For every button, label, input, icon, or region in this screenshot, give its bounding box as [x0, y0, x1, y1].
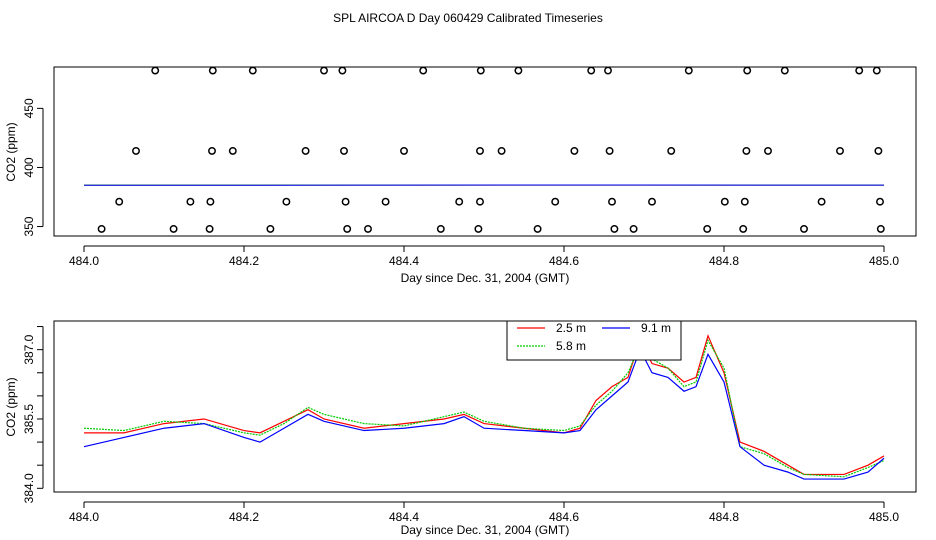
scatter-point — [497, 146, 506, 155]
scatter-point — [817, 197, 826, 206]
scatter-point — [742, 146, 751, 155]
series-line-5-8-m — [83, 338, 885, 478]
scatter-point — [381, 197, 390, 206]
scatter-point — [186, 197, 195, 206]
scatter-point — [400, 146, 408, 155]
x-tick-label: 484.8 — [709, 254, 739, 268]
scatter-point — [338, 66, 347, 75]
scatter-point — [514, 66, 523, 75]
line-panel: 484.0 484.2 484.4 484.6 484.8 485.0 384.0 385.5… — [4, 320, 917, 537]
scatter-point — [132, 146, 140, 155]
scatter-point — [533, 224, 542, 233]
scatter-point — [610, 224, 619, 233]
scatter-point — [343, 224, 352, 233]
scatter-point — [874, 146, 883, 155]
scatter-point — [205, 224, 214, 233]
series-line-9-1-m — [83, 348, 885, 480]
x-tick-label: 484.0 — [69, 510, 99, 524]
y-tick-label: 384.0 — [22, 473, 36, 503]
scatter-point — [740, 197, 749, 206]
scatter-point — [419, 66, 428, 75]
scatter-point — [248, 66, 257, 75]
y-tick-label: 350 — [22, 216, 36, 236]
scatter-point — [836, 146, 844, 155]
scatter-point — [266, 224, 275, 233]
scatter-point — [587, 66, 596, 75]
scatter-point — [341, 197, 350, 206]
scatter-point — [608, 197, 616, 206]
scatter-point — [476, 146, 484, 155]
scatter-point — [876, 197, 884, 206]
legend-label-2-5m: 2.5 m — [556, 321, 586, 335]
scatter-point — [780, 66, 789, 75]
scatter-point — [340, 146, 348, 155]
legend-label-5-8m: 5.8 m — [556, 339, 586, 353]
x-tick-label: 484.4 — [389, 254, 419, 268]
scatter-point — [720, 197, 729, 206]
plot-frame-bottom — [53, 320, 917, 493]
legend-label-9-1m: 9.1 m — [641, 321, 671, 335]
scatter-point — [228, 146, 237, 155]
y-tick-label: 387.0 — [22, 334, 36, 364]
x-tick-label: 485.0 — [869, 254, 899, 268]
legend: 2.5 m 9.1 m 5.8 m — [506, 320, 682, 361]
scatter-point — [476, 66, 485, 75]
scatter-point — [855, 66, 864, 75]
scatter-point — [872, 66, 881, 75]
x-tick-label: 484.2 — [229, 510, 259, 524]
scatter-point — [703, 224, 712, 233]
y-axis-label-top: CO2 (ppm) — [4, 122, 18, 181]
scatter-point — [570, 146, 579, 155]
x-tick-label: 485.0 — [869, 510, 899, 524]
plot-frame-top — [53, 66, 917, 237]
scatter-point — [684, 66, 693, 75]
scatter-point — [320, 66, 328, 75]
scatter-point — [97, 224, 106, 233]
scatter-point — [206, 197, 215, 206]
series-line-2-5-m — [84, 334, 885, 476]
scatter-point — [876, 224, 885, 233]
scatter-point — [115, 197, 124, 206]
x-tick-label: 484.6 — [549, 254, 579, 268]
scatter-point — [629, 224, 638, 233]
scatter-point — [436, 224, 445, 233]
y-tick-label: 400 — [22, 157, 36, 177]
x-axis-label-top: Day since Dec. 31, 2004 (GMT) — [401, 271, 570, 285]
scatter-point — [667, 146, 676, 155]
scatter-point — [208, 146, 216, 155]
scatter-point — [169, 224, 178, 233]
scatter-point — [605, 146, 614, 155]
y-axis-label-bottom: CO2 (ppm) — [4, 377, 18, 436]
scatter-point — [764, 146, 772, 155]
x-tick-label: 484.8 — [709, 510, 739, 524]
scatter-point — [800, 224, 808, 233]
scatter-point — [364, 224, 372, 233]
scatter-panel: 484.0 484.2 484.4 484.6 484.8 485.0350400450 … — [4, 66, 917, 285]
scatter-point — [474, 224, 483, 233]
y-tick-label: 385.5 — [22, 404, 36, 434]
x-tick-label: 484.0 — [69, 254, 99, 268]
x-tick-label: 484.4 — [389, 510, 419, 524]
scatter-point — [476, 197, 484, 206]
scatter-point — [282, 197, 291, 206]
x-tick-label: 484.6 — [549, 510, 579, 524]
scatter-point — [743, 66, 752, 75]
scatter-point — [455, 197, 464, 206]
scatter-point — [648, 197, 656, 206]
scatter-point — [551, 197, 560, 206]
x-tick-label: 484.2 — [229, 254, 259, 268]
scatter-point — [151, 66, 160, 75]
scatter-point — [208, 66, 217, 75]
figure-title: SPL AIRCOA D Day 060429 Calibrated Times… — [333, 11, 603, 25]
x-axis-label-bottom: Day since Dec. 31, 2004 (GMT) — [401, 523, 570, 537]
scatter-point — [301, 146, 310, 155]
y-tick-label: 450 — [22, 98, 36, 118]
scatter-point — [739, 224, 748, 233]
scatter-point — [604, 66, 612, 75]
